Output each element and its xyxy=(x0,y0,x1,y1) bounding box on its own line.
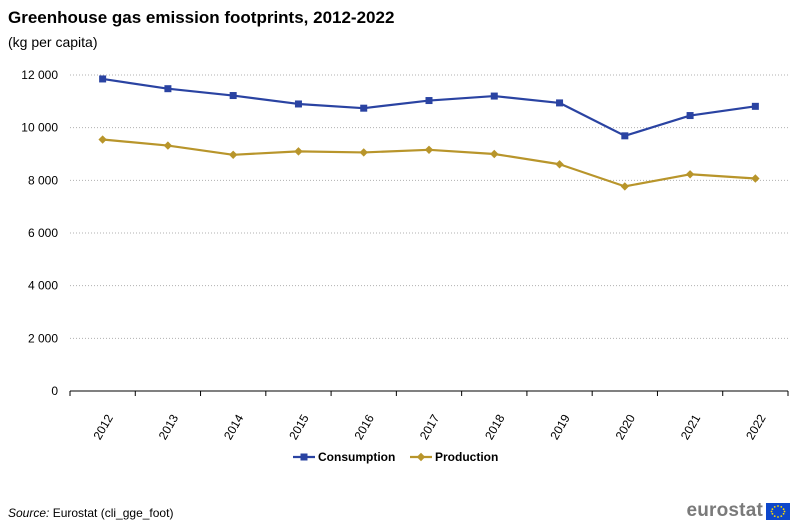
production-point xyxy=(620,182,630,191)
eurostat-logo[interactable]: eurostat xyxy=(686,500,790,522)
production-point xyxy=(751,174,760,183)
consumption-point xyxy=(360,104,368,112)
x-tick-label: 2020 xyxy=(613,412,639,442)
source-text: Eurostat (cli_gge_foot) xyxy=(52,506,174,520)
x-tick-label: 2021 xyxy=(678,412,704,442)
chart-title: Greenhouse gas emission footprints, 2012… xyxy=(8,8,395,27)
x-tick-label: 2016 xyxy=(352,412,378,442)
source-label: Source: xyxy=(8,506,50,520)
production-point xyxy=(98,135,107,144)
x-tick-label: 2013 xyxy=(156,412,182,442)
production-point xyxy=(490,149,499,159)
production-point xyxy=(424,145,434,154)
x-tick-label: 2017 xyxy=(417,412,443,442)
consumption-point xyxy=(490,92,498,100)
chart-subtitle: (kg per capita) xyxy=(8,34,98,50)
x-axis: 2012 2013 2014 2015 2016 2017 2018 2019 2020 2021… xyxy=(69,390,789,442)
consumption-point xyxy=(556,99,564,107)
x-tick-label: 2014 xyxy=(221,412,247,442)
consumption-point xyxy=(99,75,107,83)
series-lines xyxy=(98,75,760,191)
y-tick-label: 4 000 xyxy=(28,279,58,293)
production-point xyxy=(294,147,303,156)
consumption-line xyxy=(102,77,756,137)
consumption-point xyxy=(294,100,302,108)
x-tick-label: 2022 xyxy=(743,412,769,442)
y-tick-label: 12 000 xyxy=(21,68,58,82)
y-tick-label: 0 xyxy=(51,384,58,398)
legend-marker-production xyxy=(416,452,426,462)
grid-lines xyxy=(70,74,788,339)
x-tick-label: 2015 xyxy=(286,412,312,442)
y-tick-label: 10 000 xyxy=(21,121,58,135)
y-tick-label: 2 000 xyxy=(28,331,58,345)
production-point xyxy=(555,160,564,169)
production-point xyxy=(228,150,238,159)
eu-flag-icon xyxy=(766,502,790,520)
legend-label-production: Production xyxy=(435,450,498,464)
x-tick-label: 2019 xyxy=(547,412,573,442)
consumption-point xyxy=(425,97,433,105)
legend-label-consumption: Consumption xyxy=(318,450,395,464)
x-tick-label: 2018 xyxy=(482,412,508,442)
y-axis: 0 2 000 4 000 6 000 8 000 10 000 12 000 xyxy=(21,68,58,398)
production-point xyxy=(359,148,368,157)
legend-marker-consumption xyxy=(300,453,308,461)
y-tick-label: 6 000 xyxy=(28,226,58,240)
consumption-point xyxy=(229,92,237,100)
production-point xyxy=(163,141,173,150)
x-tick-label: 2012 xyxy=(90,412,116,442)
production-point xyxy=(685,170,695,179)
y-tick-label: 8 000 xyxy=(28,173,58,187)
source-note: Source: Eurostat (cli_gge_foot) xyxy=(8,506,173,520)
consumption-point xyxy=(751,102,759,110)
legend: Consumption Production xyxy=(293,450,498,464)
logo-text: eurostat xyxy=(686,500,763,521)
consumption-point xyxy=(686,112,694,120)
consumption-point xyxy=(621,132,629,140)
consumption-point xyxy=(164,85,172,93)
